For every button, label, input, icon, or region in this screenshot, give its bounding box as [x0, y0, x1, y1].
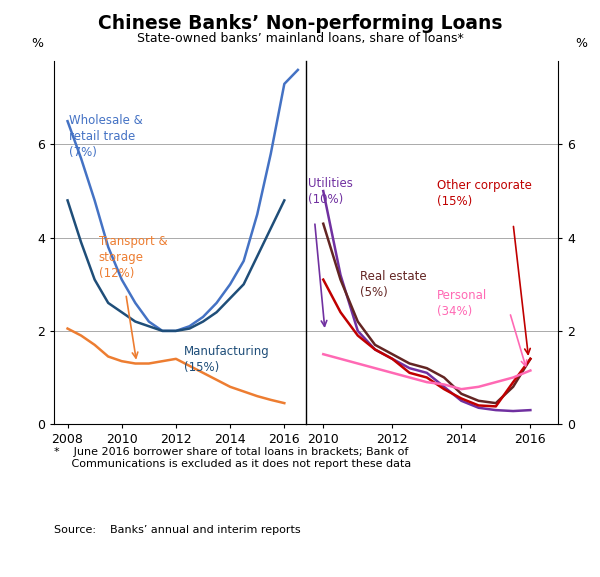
Text: Chinese Banks’ Non-performing Loans: Chinese Banks’ Non-performing Loans: [98, 14, 502, 33]
Text: Manufacturing
(15%): Manufacturing (15%): [184, 345, 270, 374]
Text: Utilities
(10%): Utilities (10%): [308, 177, 353, 206]
Text: Personal
(34%): Personal (34%): [437, 289, 487, 318]
Text: %: %: [31, 37, 43, 50]
Text: State-owned banks’ mainland loans, share of loans*: State-owned banks’ mainland loans, share…: [137, 32, 463, 45]
Text: Other corporate
(15%): Other corporate (15%): [437, 179, 532, 208]
Text: Source:    Banks’ annual and interim reports: Source: Banks’ annual and interim report…: [54, 525, 301, 535]
Text: Wholesale &
retail trade
(7%): Wholesale & retail trade (7%): [69, 114, 143, 159]
Text: *    June 2016 borrower share of total loans in brackets; Bank of
     Communica: * June 2016 borrower share of total loan…: [54, 447, 411, 469]
Text: Real estate
(5%): Real estate (5%): [359, 270, 426, 299]
Text: Transport &
storage
(12%): Transport & storage (12%): [99, 235, 167, 280]
Text: %: %: [575, 37, 587, 50]
